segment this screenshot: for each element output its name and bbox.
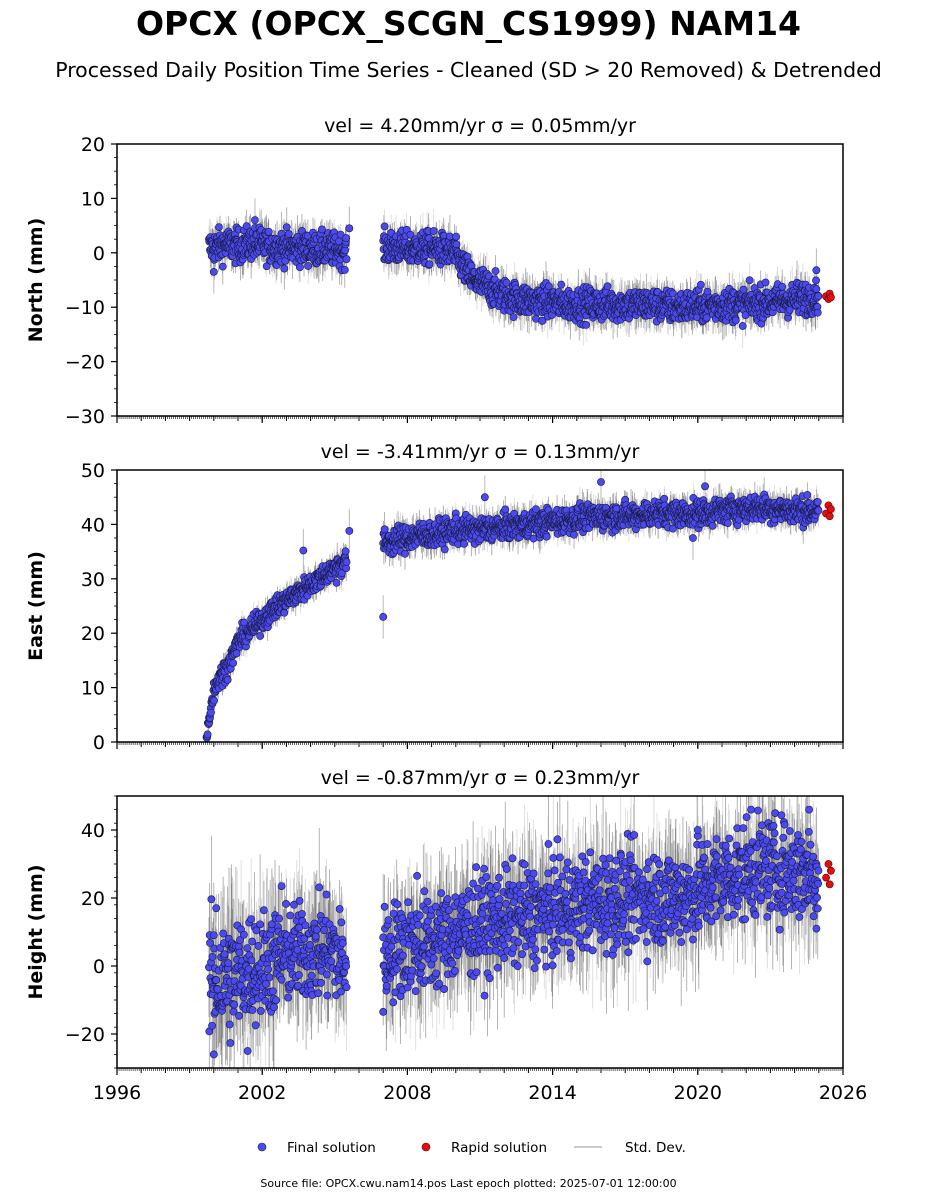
y-tick-label: 0 <box>93 243 105 265</box>
final-point <box>812 285 821 293</box>
final-point <box>491 267 500 275</box>
final-point <box>340 265 349 274</box>
final-point <box>342 255 351 263</box>
final-point <box>425 260 434 269</box>
panel-title: vel = 4.20mm/yr σ = 0.05mm/yr <box>324 115 636 137</box>
final-point <box>702 313 711 322</box>
plot-area <box>205 198 835 348</box>
y-tick-label: 20 <box>81 134 105 156</box>
final-point <box>509 313 518 321</box>
final-point <box>813 308 822 317</box>
final-point <box>452 240 461 249</box>
final-point <box>761 278 770 287</box>
final-point <box>380 222 389 231</box>
final-point <box>557 280 566 289</box>
figure-title: OPCX (OPCX_SCGN_CS1999) NAM14 <box>136 4 801 43</box>
rapid-solution-points <box>822 289 835 303</box>
y-axis-label: North (mm) <box>25 218 47 343</box>
final-point <box>251 216 259 225</box>
y-tick-label: −30 <box>65 406 105 428</box>
final-point <box>452 232 461 241</box>
final-point <box>738 322 747 330</box>
final-point <box>603 282 612 291</box>
final-point <box>345 224 354 233</box>
y-tick-label: 10 <box>81 188 105 210</box>
final-point <box>582 321 591 329</box>
final-point <box>778 282 787 291</box>
final-point <box>429 227 438 235</box>
final-point <box>731 316 740 325</box>
final-point <box>280 264 289 273</box>
final-point <box>814 292 823 301</box>
final-point <box>215 223 223 231</box>
final-point <box>264 227 273 236</box>
final-point <box>697 280 705 289</box>
figure-subtitle: Processed Daily Position Time Series - C… <box>55 58 882 82</box>
final-point <box>295 263 304 272</box>
final-point <box>538 316 547 325</box>
y-tick-label: −20 <box>65 352 105 374</box>
final-point <box>739 285 748 294</box>
final-point <box>218 262 227 271</box>
final-point <box>812 276 820 285</box>
final-point <box>209 267 218 276</box>
final-point <box>544 282 553 291</box>
final-point <box>336 230 345 239</box>
final-point <box>242 222 251 231</box>
final-point <box>304 262 313 270</box>
final-point <box>812 266 821 275</box>
final-point <box>282 223 291 232</box>
final-point <box>745 276 754 285</box>
final-point <box>502 278 511 287</box>
plot-area <box>202 470 835 742</box>
final-point <box>342 234 351 242</box>
panel-north: −30 −20 −10 0 10 20 vel = 4.20mm/yr σ = 0.05mm… <box>25 115 844 428</box>
final-point <box>406 230 415 239</box>
y-tick-label: −10 <box>65 297 105 319</box>
stddev-bars <box>208 198 819 348</box>
final-solution-points <box>205 216 823 330</box>
final-point <box>318 225 326 234</box>
rapid-point <box>827 293 835 302</box>
final-point <box>284 230 293 238</box>
